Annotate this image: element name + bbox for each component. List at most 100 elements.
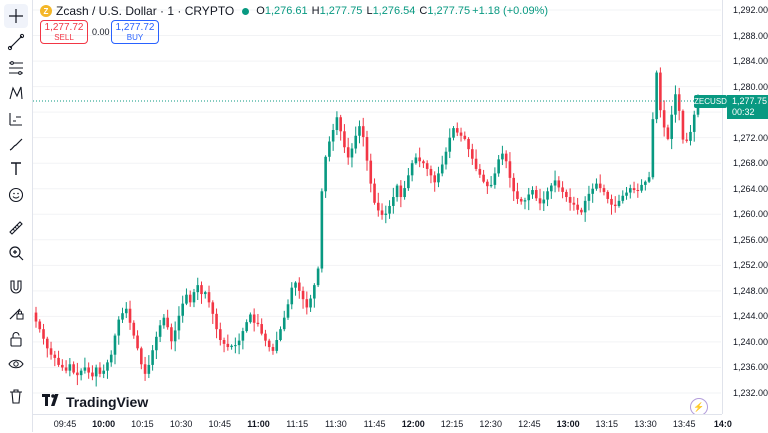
candle-body	[290, 287, 294, 305]
symbol-title[interactable]: Zcash / U.S. Dollar · 1 · CRYPTO	[56, 4, 235, 18]
lock-icon	[10, 332, 22, 347]
candle	[49, 341, 53, 360]
ohlc-key-o: O	[256, 5, 265, 17]
ohlc-key-h: H	[311, 5, 320, 17]
buy-button[interactable]: 1,277.72 BUY	[111, 20, 159, 44]
candle-body	[34, 312, 38, 322]
fib-tool-button[interactable]	[4, 56, 28, 80]
candle-body	[399, 185, 403, 198]
candle-body	[102, 370, 106, 374]
sell-button[interactable]: 1,277.72 SELL	[40, 20, 88, 44]
candle-body	[519, 198, 523, 202]
pattern-tool-button[interactable]	[4, 81, 28, 105]
candle	[392, 187, 395, 214]
candle	[358, 120, 361, 144]
candle-body	[188, 294, 192, 303]
candle-body	[482, 174, 485, 182]
candle-body	[504, 153, 508, 162]
candle	[192, 288, 196, 308]
candle-body	[256, 322, 260, 325]
emoji-tool-button[interactable]	[4, 183, 28, 207]
candle-body	[155, 336, 158, 351]
forecast-tool-button[interactable]	[4, 107, 28, 131]
time-tick-label: 10:00	[92, 419, 116, 429]
text-icon	[11, 162, 21, 175]
price-tick-label: 1,256.00	[733, 234, 768, 245]
candle-body	[252, 314, 256, 323]
candle	[433, 171, 437, 192]
trend-line-tool-button[interactable]	[4, 30, 28, 54]
candle-body	[72, 364, 75, 373]
candle-body	[305, 299, 309, 308]
candle	[147, 355, 151, 379]
candle	[53, 350, 57, 367]
candle	[602, 184, 606, 196]
chart-pane[interactable]	[33, 0, 721, 414]
price-tick-label: 1,284.00	[733, 56, 768, 67]
candle	[290, 282, 294, 310]
brush-tool-button[interactable]	[4, 132, 28, 156]
candle-body	[170, 327, 173, 342]
ohlc-value-o: 1,276.61	[264, 5, 308, 17]
price-tick-label: 1,240.00	[733, 336, 768, 347]
sell-price: 1,277.72	[44, 22, 84, 33]
magnet-tool-button[interactable]	[4, 275, 28, 299]
candle	[113, 333, 117, 365]
candle	[414, 153, 418, 165]
candle	[655, 70, 658, 124]
ruler-icon	[9, 221, 23, 235]
candle-body	[328, 141, 331, 157]
candle	[234, 337, 237, 354]
candle	[64, 360, 68, 374]
candle	[61, 359, 64, 371]
candle	[523, 197, 527, 210]
price-axis[interactable]: 1,292.001,288.001,284.001,280.001,276.00…	[722, 0, 768, 414]
candle-body	[335, 117, 339, 131]
candlestick-chart[interactable]	[33, 0, 721, 414]
candle-body	[271, 347, 275, 351]
lock-drawings-tool-button[interactable]	[4, 301, 28, 325]
price-tick-label: 1,272.00	[733, 132, 768, 143]
candle	[407, 168, 410, 191]
trash-tool-button[interactable]	[4, 384, 28, 408]
candle-body	[286, 304, 290, 318]
crosshair-tool-button[interactable]	[4, 4, 28, 28]
sell-label: SELL	[54, 33, 74, 42]
lock-tool-button[interactable]	[4, 327, 28, 351]
candle-body	[361, 126, 365, 138]
candle	[79, 368, 83, 381]
candle-body	[677, 94, 681, 111]
candle	[628, 184, 632, 199]
candle-body	[538, 198, 542, 204]
candle-body	[471, 149, 474, 159]
candle-body	[219, 329, 222, 341]
eye-tool-button[interactable]	[4, 352, 28, 376]
time-tick-label: 09:45	[53, 419, 77, 429]
candle	[132, 320, 136, 339]
candle-body	[87, 367, 90, 373]
candle-body	[128, 308, 132, 323]
candle	[222, 337, 226, 353]
ruler-tool-button[interactable]	[4, 216, 28, 240]
candle-body	[158, 325, 162, 337]
bar-countdown: 00:32	[732, 107, 755, 117]
tradingview-logo[interactable]: TradingView	[42, 393, 148, 410]
candle-body	[121, 313, 124, 320]
candle-body	[369, 160, 373, 184]
candle-body	[628, 188, 632, 193]
candle	[504, 150, 508, 169]
candle	[143, 356, 147, 381]
candle	[68, 357, 72, 377]
time-axis[interactable]: 09:45 10:00 10:15 10:30 10:45 11:00 11:15 11:30…	[33, 414, 732, 433]
zoom-tool-button[interactable]	[4, 241, 28, 265]
candle	[264, 329, 267, 347]
candle-body	[373, 183, 376, 203]
candle	[489, 176, 493, 188]
price-tick-label: 1,248.00	[733, 285, 768, 296]
candle	[380, 203, 384, 220]
candle	[339, 114, 342, 141]
candle-body	[91, 372, 94, 377]
text-tool-button[interactable]	[4, 157, 28, 181]
candle	[343, 124, 346, 153]
candle-body	[403, 188, 406, 198]
